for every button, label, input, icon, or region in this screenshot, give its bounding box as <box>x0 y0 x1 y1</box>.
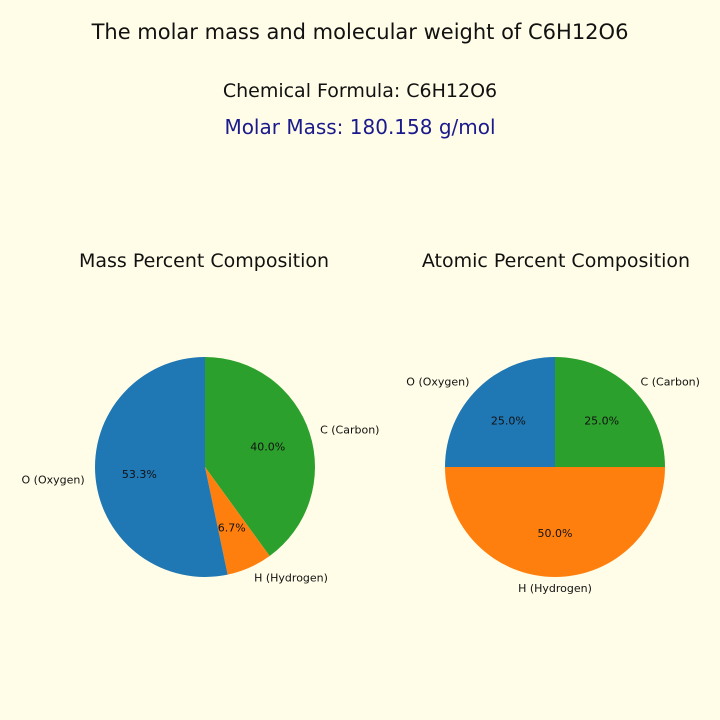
pie-slice-atomic-c <box>555 357 665 467</box>
mass-percent-pie: 40.0% C (Carbon) 6.7% H (Hydrogen) 53.3% O (O… <box>22 357 379 585</box>
pie-slice-label: O (Oxygen) <box>406 375 469 388</box>
pie-pct-label: 50.0% <box>538 527 573 540</box>
pie-pct-label: 40.0% <box>250 441 285 454</box>
pie-pct-label: 25.0% <box>491 414 526 427</box>
atomic-percent-chart-title: Atomic Percent Composition <box>421 250 691 272</box>
mass-percent-chart-title: Mass Percent Composition <box>78 250 330 272</box>
chemical-formula: Chemical Formula: C6H12O6 <box>222 80 498 102</box>
pie-pct-label: 25.0% <box>584 414 619 427</box>
molar-mass: Molar Mass: 180.158 g/mol <box>224 115 496 139</box>
pie-slice-mass-c <box>205 357 315 556</box>
pie-slice-label: O (Oxygen) <box>22 474 85 487</box>
pie-slice-label: H (Hydrogen) <box>518 582 592 595</box>
pie-slice-atomic-h <box>445 467 665 577</box>
atomic-percent-pie: 25.0% C (Carbon) 50.0% H (Hydrogen) 25.0% O (… <box>406 357 700 595</box>
pie-slice-mass-h <box>205 467 270 575</box>
pie-slice-label: C (Carbon) <box>641 375 700 388</box>
pie-slice-label: H (Hydrogen) <box>254 572 328 585</box>
pie-pct-label: 6.7% <box>218 521 246 534</box>
figure-title: The molar mass and molecular weight of C… <box>91 20 629 44</box>
pie-slice-atomic-o <box>445 357 555 467</box>
pie-slice-mass-o <box>94 357 228 578</box>
pie-pct-label: 53.3% <box>122 468 157 481</box>
pie-slice-label: C (Carbon) <box>320 424 379 437</box>
